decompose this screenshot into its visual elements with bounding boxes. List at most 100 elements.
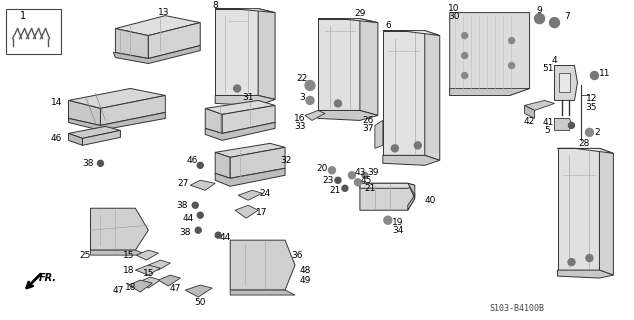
Circle shape [384, 216, 392, 224]
Polygon shape [360, 183, 415, 188]
Text: 36: 36 [291, 251, 303, 260]
Polygon shape [318, 19, 378, 23]
Polygon shape [82, 130, 120, 145]
Circle shape [586, 255, 593, 262]
Polygon shape [113, 45, 200, 64]
Text: 42: 42 [524, 117, 535, 126]
Text: 22: 22 [297, 74, 307, 83]
Text: 20: 20 [316, 164, 328, 173]
Circle shape [197, 212, 204, 218]
Polygon shape [128, 280, 152, 292]
Polygon shape [148, 23, 200, 59]
Polygon shape [408, 183, 415, 210]
Circle shape [414, 142, 421, 149]
Text: 31: 31 [242, 93, 254, 102]
Text: 13: 13 [158, 8, 169, 17]
Circle shape [462, 52, 468, 59]
Circle shape [354, 179, 361, 186]
Text: 15: 15 [122, 251, 134, 260]
Polygon shape [91, 208, 148, 250]
Polygon shape [524, 100, 555, 110]
Text: 16: 16 [294, 114, 306, 123]
Circle shape [197, 162, 204, 168]
Text: 5: 5 [545, 126, 550, 135]
Polygon shape [557, 148, 614, 153]
Polygon shape [215, 9, 275, 12]
Polygon shape [68, 112, 165, 130]
Circle shape [362, 172, 368, 178]
Bar [559, 73, 571, 92]
Text: 10: 10 [448, 4, 460, 13]
Polygon shape [599, 148, 614, 275]
Text: 44: 44 [183, 214, 194, 223]
Text: 45: 45 [360, 176, 372, 185]
Polygon shape [375, 120, 383, 148]
Text: 18: 18 [122, 266, 134, 275]
Text: 19: 19 [392, 218, 404, 227]
Circle shape [462, 33, 468, 39]
Polygon shape [450, 88, 529, 95]
Circle shape [335, 177, 341, 183]
Text: 28: 28 [579, 139, 590, 148]
Polygon shape [190, 180, 215, 190]
Circle shape [306, 96, 314, 104]
Text: 1: 1 [20, 11, 25, 20]
Polygon shape [115, 28, 148, 59]
Circle shape [98, 160, 103, 166]
Text: 44: 44 [219, 233, 231, 242]
Polygon shape [524, 105, 534, 118]
Text: 29: 29 [354, 9, 366, 18]
Text: 33: 33 [294, 122, 306, 131]
Polygon shape [238, 190, 262, 200]
Circle shape [192, 202, 198, 208]
Text: 38: 38 [82, 159, 94, 168]
Text: 40: 40 [424, 196, 436, 205]
Text: 7: 7 [565, 12, 571, 21]
Polygon shape [215, 168, 285, 186]
Circle shape [305, 81, 315, 91]
Text: 18: 18 [125, 283, 136, 292]
Text: 37: 37 [362, 124, 373, 133]
Polygon shape [91, 250, 148, 255]
Polygon shape [235, 205, 258, 218]
Text: 30: 30 [448, 12, 460, 21]
Polygon shape [68, 88, 165, 108]
Text: 27: 27 [178, 179, 189, 188]
Text: 11: 11 [598, 69, 610, 78]
Text: 3: 3 [299, 93, 305, 102]
Text: 6: 6 [385, 21, 391, 30]
Polygon shape [230, 240, 295, 290]
Text: 35: 35 [586, 103, 597, 112]
Text: 23: 23 [322, 176, 333, 185]
Circle shape [568, 259, 575, 266]
Polygon shape [555, 118, 571, 130]
Text: 46: 46 [186, 156, 198, 165]
Text: 38: 38 [179, 228, 191, 237]
Text: 48: 48 [299, 266, 311, 275]
Text: 41: 41 [543, 118, 554, 127]
Polygon shape [360, 19, 378, 116]
Circle shape [342, 185, 348, 191]
Polygon shape [205, 100, 275, 115]
Text: 9: 9 [536, 6, 543, 15]
Polygon shape [68, 100, 100, 125]
Text: 25: 25 [80, 251, 91, 260]
Polygon shape [148, 260, 171, 270]
Polygon shape [425, 31, 440, 160]
Polygon shape [68, 126, 120, 138]
Text: 21: 21 [364, 184, 375, 193]
Polygon shape [230, 147, 285, 178]
Circle shape [534, 14, 545, 24]
Polygon shape [450, 12, 529, 95]
Text: 8: 8 [212, 1, 218, 10]
Polygon shape [230, 290, 295, 295]
Text: 26: 26 [362, 116, 373, 125]
Circle shape [508, 37, 515, 44]
Text: 15: 15 [143, 268, 154, 277]
Text: 38: 38 [176, 201, 188, 210]
Polygon shape [215, 95, 275, 105]
Polygon shape [222, 105, 275, 133]
Polygon shape [318, 19, 360, 110]
Text: S103-B4100B: S103-B4100B [489, 304, 545, 313]
Polygon shape [215, 152, 230, 178]
